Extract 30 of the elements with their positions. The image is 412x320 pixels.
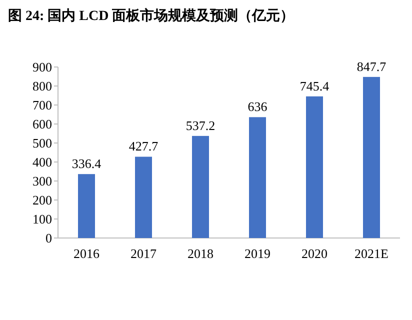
chart-title: 图 24: 国内 LCD 面板市场规模及预测（亿元） — [8, 7, 294, 24]
data-label: 745.4 — [300, 78, 330, 94]
y-tick-label: 500 — [32, 136, 52, 150]
y-tick-label: 400 — [32, 154, 52, 170]
data-label: 427.7 — [128, 138, 159, 154]
data-label: 336.4 — [72, 156, 102, 172]
x-tick-label: 2021E — [354, 246, 389, 261]
bar — [306, 96, 323, 238]
bar — [249, 117, 266, 238]
data-label: 636 — [248, 99, 268, 114]
y-tick-label: 0 — [46, 230, 52, 246]
x-tick-label: 2020 — [302, 246, 328, 261]
bar — [135, 156, 152, 238]
x-tick-label: 2017 — [130, 246, 157, 261]
data-label: 847.7 — [356, 58, 387, 74]
x-tick-label: 2016 — [74, 246, 100, 261]
y-tick-label: 900 — [32, 60, 52, 74]
plot: 0 100 200 300 400 500 600 700 800 900 336.4 427.7 537.2 636 745.4 847.7 2016 2017 2018 2019 2020 2021E — [32, 58, 400, 261]
bar — [78, 174, 95, 238]
x-tick-label: 2019 — [244, 246, 270, 261]
y-tick-label: 800 — [32, 78, 52, 94]
y-tick-label: 100 — [32, 212, 52, 226]
y-tick-label: 700 — [32, 98, 52, 112]
bar — [363, 76, 380, 238]
y-tick-label: 600 — [32, 116, 52, 132]
y-tick-label: 300 — [32, 174, 52, 188]
bar — [192, 136, 209, 238]
data-label: 537.2 — [186, 118, 216, 133]
y-tick-label: 200 — [32, 192, 52, 208]
x-tick-label: 2018 — [188, 246, 214, 261]
